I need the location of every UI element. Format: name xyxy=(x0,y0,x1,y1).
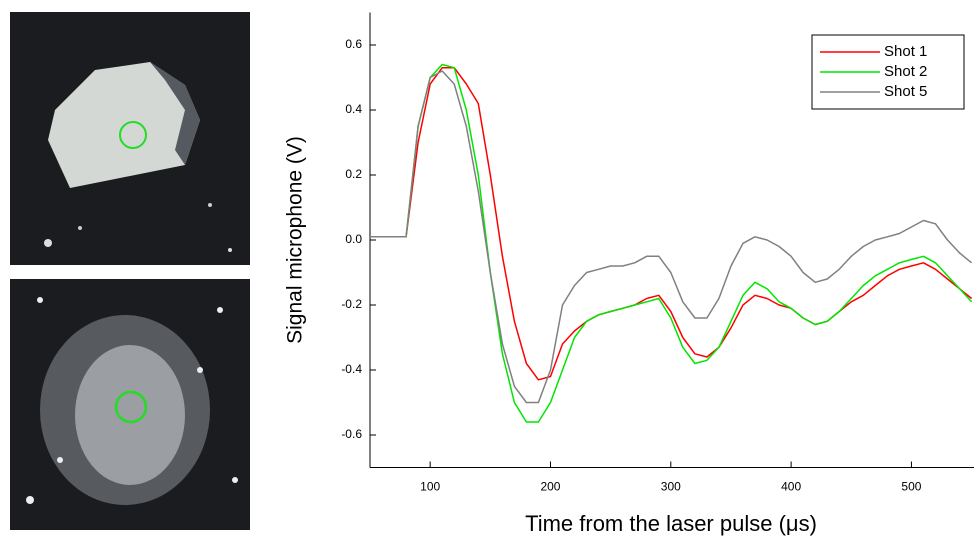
y-tick-label: 0.4 xyxy=(345,102,362,116)
y-tick-label: 0.0 xyxy=(345,232,362,246)
legend-label: Shot 2 xyxy=(884,63,927,80)
series-line xyxy=(370,70,973,404)
x-tick-label: 300 xyxy=(661,480,681,494)
x-tick-label: 100 xyxy=(420,480,440,494)
y-tick-label: -0.6 xyxy=(341,427,362,441)
y-axis-label: Signal microphone (V) xyxy=(284,136,307,344)
x-tick-label: 500 xyxy=(901,480,921,494)
legend-label: Shot 5 xyxy=(884,83,927,100)
y-tick-label: 0.2 xyxy=(345,167,362,181)
y-tick-label: -0.2 xyxy=(341,297,362,311)
y-tick-label: -0.4 xyxy=(341,362,362,376)
x-axis-label: Time from the laser pulse (μs) xyxy=(525,511,817,536)
x-tick-label: 400 xyxy=(781,480,801,494)
photo-after xyxy=(10,279,250,530)
y-tick-label: 0.6 xyxy=(345,37,362,51)
series-line xyxy=(370,63,973,423)
photo-before xyxy=(10,12,250,265)
legend-label: Shot 1 xyxy=(884,43,927,60)
x-tick-label: 200 xyxy=(540,480,560,494)
series-line xyxy=(370,66,973,381)
